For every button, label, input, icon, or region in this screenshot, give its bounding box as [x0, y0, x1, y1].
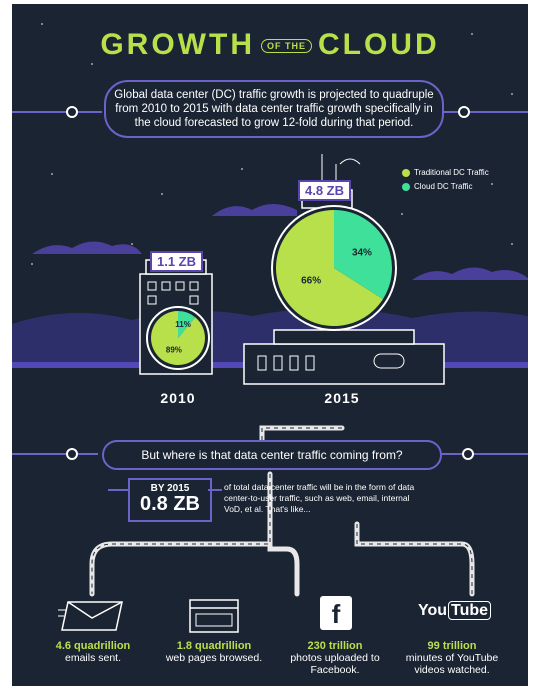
stat-number: 1.8 quadrillion — [176, 640, 252, 652]
stat-text: minutes of YouTube videos watched. — [405, 652, 499, 676]
intro-text: Global data center (DC) traffic growth i… — [104, 80, 444, 138]
legend: Traditional DC Traffic Cloud DC Traffic — [402, 168, 489, 191]
background-decor — [12, 23, 528, 597]
stat-photos: 230 trillion photos uploaded to Facebook… — [280, 640, 390, 676]
by-2015-label: BY 2015 — [150, 483, 190, 494]
legend-swatch-traditional — [402, 168, 410, 177]
pie-2015-traditional-slice — [276, 210, 383, 326]
by-2015-description: of total data center traffic will be in … — [224, 482, 415, 514]
pie-2015-cloud-label: 34% — [352, 248, 372, 259]
stat-youtube: 99 trillion minutes of YouTube videos wa… — [392, 640, 512, 676]
pie-2015-traditional-label: 66% — [301, 276, 321, 287]
stat-web-pages: 1.8 quadrillion web pages browsed. — [152, 640, 276, 664]
pie-2010-traditional-label: 89% — [166, 345, 182, 354]
facebook-icon: f — [320, 596, 352, 630]
stat-text: web pages browsed. — [165, 652, 263, 664]
youtube-logo-tube: Tube — [448, 601, 492, 620]
pie-2010-cloud-label: 11% — [175, 320, 191, 329]
year-2010-label: 2010 — [160, 390, 196, 406]
pie-2015-cloud-slice — [334, 210, 392, 300]
title-right: CLOUD — [317, 28, 440, 61]
legend-item-traditional: Traditional DC Traffic — [402, 168, 489, 177]
pie-2010-cloud-slice — [178, 311, 196, 338]
stat-text: photos uploaded to Facebook. — [290, 652, 380, 676]
youtube-logo-you: You — [418, 602, 448, 619]
stat-emails: 4.6 quadrillion emails sent. — [38, 640, 148, 664]
stat-number: 99 trillion — [427, 640, 477, 652]
browser-icon — [189, 599, 239, 633]
total-2015-badge: 4.8 ZB — [298, 180, 352, 201]
title-of-the: OF THE — [260, 39, 312, 54]
stat-number: 230 trillion — [307, 640, 363, 652]
envelope-icon — [58, 601, 123, 631]
page-title: GROWTH OF THE CLOUD — [12, 28, 528, 62]
question-text: But where is that data center traffic co… — [102, 440, 442, 470]
legend-swatch-cloud — [402, 182, 410, 191]
total-2010-badge: 1.1 ZB — [150, 251, 204, 272]
youtube-icon: You Tube — [418, 601, 492, 620]
by-2015-box: BY 2015 0.8 ZB — [128, 478, 212, 522]
stat-text: emails sent. — [64, 652, 122, 664]
legend-item-cloud: Cloud DC Traffic — [402, 182, 489, 191]
year-2015-label: 2015 — [324, 390, 360, 406]
pie-charts: 34% 66% 11% 89% — [146, 205, 397, 370]
stat-number: 4.6 quadrillion — [55, 640, 131, 652]
infographic: GROWTH OF THE CLOUD Global data center (DC… — [12, 4, 528, 686]
title-left: GROWTH — [100, 28, 255, 61]
by-2015-value: 0.8 ZB — [139, 493, 201, 515]
